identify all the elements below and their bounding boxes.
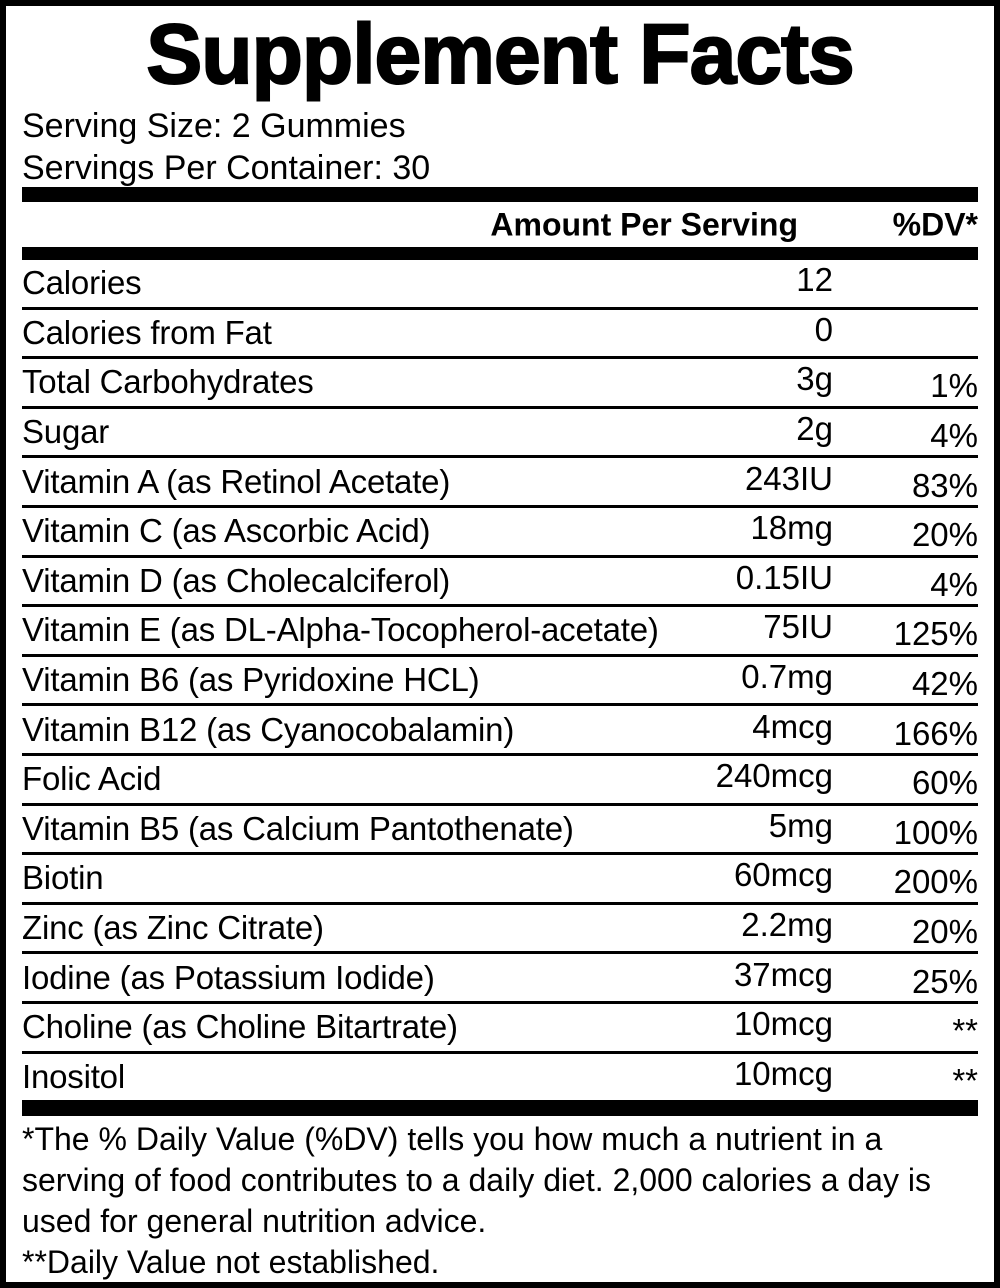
nutrient-amount: 0.15IU	[735, 558, 833, 596]
table-row: Calories from Fat 0	[22, 310, 978, 360]
column-header-dv: %DV*	[892, 206, 978, 242]
nutrient-name: Vitamin B12 (as Cyanocobalamin)	[22, 710, 515, 748]
table-row: Biotin 60mcg 200%	[22, 855, 978, 905]
separator-bar-header	[22, 247, 978, 260]
nutrient-name: Total Carbohydrates	[22, 363, 314, 401]
nutrient-dv: 100%	[893, 813, 978, 851]
nutrient-amount: 18mg	[750, 509, 833, 547]
table-row: Zinc (as Zinc Citrate) 2.2mg 20%	[22, 905, 978, 955]
table-row: Iodine (as Potassium Iodide) 37mcg 25%	[22, 954, 978, 1004]
nutrient-amount: 3g	[796, 360, 833, 398]
nutrient-name: Vitamin D (as Cholecalciferol)	[22, 561, 451, 599]
nutrient-dv: 125%	[893, 615, 978, 653]
table-row: Inositol 10mcg **	[22, 1054, 978, 1101]
table-row: Folic Acid 240mcg 60%	[22, 756, 978, 806]
nutrient-dv: 4%	[930, 417, 978, 455]
table-row: Vitamin E (as DL-Alpha-Tocopherol-acetat…	[22, 607, 978, 657]
table-row: Sugar 2g 4%	[22, 409, 978, 459]
footnotes: *The % Daily Value (%DV) tells you how m…	[22, 1116, 978, 1282]
table-row: Vitamin B6 (as Pyridoxine HCL) 0.7mg 42%	[22, 657, 978, 707]
column-header-row: Amount Per Serving %DV*	[22, 202, 978, 247]
nutrient-name: Vitamin E (as DL-Alpha-Tocopherol-acetat…	[22, 611, 659, 649]
nutrient-amount: 2g	[796, 410, 833, 448]
table-row: Vitamin A (as Retinol Acetate) 243IU 83%	[22, 458, 978, 508]
label-title: Supplement Facts	[145, 6, 855, 102]
nutrient-name: Calories from Fat	[22, 313, 272, 351]
nutrient-dv: 42%	[911, 665, 978, 703]
nutrient-dv: 166%	[893, 714, 978, 752]
nutrient-name: Biotin	[22, 859, 104, 897]
table-row: Total Carbohydrates 3g 1%	[22, 359, 978, 409]
nutrient-table: Calories 12 Calories from Fat 0 Total Ca…	[22, 260, 978, 1100]
nutrient-name: Vitamin B5 (as Calcium Pantothenate)	[22, 809, 574, 847]
nutrient-amount: 0.7mg	[741, 658, 833, 696]
table-row: Choline (as Choline Bitartrate) 10mcg **	[22, 1004, 978, 1054]
nutrient-dv: 83%	[911, 466, 978, 504]
nutrient-amount: 4mcg	[752, 707, 833, 745]
nutrient-dv: 20%	[911, 913, 978, 951]
nutrient-name: Vitamin C (as Ascorbic Acid)	[22, 512, 431, 550]
column-header-amount: Amount Per Serving	[490, 206, 798, 242]
nutrient-dv: **	[952, 1061, 978, 1099]
table-row: Vitamin B5 (as Calcium Pantothenate) 5mg…	[22, 806, 978, 856]
nutrient-amount: 10mcg	[733, 1054, 833, 1092]
table-row: Vitamin B12 (as Cyanocobalamin) 4mcg 166…	[22, 706, 978, 756]
table-row: Vitamin D (as Cholecalciferol) 0.15IU 4%	[22, 558, 978, 608]
table-row: Vitamin C (as Ascorbic Acid) 18mg 20%	[22, 508, 978, 558]
nutrient-name: Inositol	[22, 1057, 125, 1095]
separator-bar-bottom	[22, 1100, 978, 1116]
serving-size: Serving Size: 2 Gummies	[22, 107, 406, 145]
nutrient-amount: 5mg	[768, 806, 833, 844]
nutrient-amount: 10mcg	[733, 1005, 833, 1043]
serving-info: Serving Size: 2 Gummies Servings Per Con…	[22, 103, 978, 187]
nutrient-dv: 60%	[911, 764, 978, 802]
nutrient-amount: 60mcg	[733, 856, 833, 894]
nutrient-amount: 75IU	[763, 608, 833, 646]
nutrient-name: Zinc (as Zinc Citrate)	[22, 909, 324, 947]
nutrient-name: Iodine (as Potassium Iodide)	[22, 958, 435, 996]
nutrient-amount: 37mcg	[733, 955, 833, 993]
separator-bar-top	[22, 187, 978, 202]
nutrient-name: Vitamin B6 (as Pyridoxine HCL)	[22, 661, 480, 699]
nutrient-dv: 20%	[911, 516, 978, 554]
nutrient-dv: 200%	[893, 863, 978, 901]
nutrient-amount: 0	[814, 310, 833, 348]
servings-per-container: Servings Per Container: 30	[22, 149, 431, 187]
nutrient-amount: 240mcg	[715, 757, 833, 795]
nutrient-dv: 4%	[930, 565, 978, 603]
nutrient-amount: 12	[796, 261, 833, 299]
nutrient-dv: 25%	[911, 962, 978, 1000]
nutrient-name: Sugar	[22, 413, 110, 451]
nutrient-amount: 2.2mg	[741, 906, 833, 944]
nutrient-dv: **	[952, 1012, 978, 1050]
nutrient-name: Calories	[22, 264, 142, 302]
not-established-footnote: **Daily Value not established.	[22, 1244, 440, 1280]
nutrient-name: Vitamin A (as Retinol Acetate)	[22, 462, 451, 500]
nutrient-amount: 243IU	[744, 459, 833, 497]
nutrient-name: Folic Acid	[22, 760, 162, 798]
nutrient-name: Choline (as Choline Bitartrate)	[22, 1008, 458, 1046]
table-row: Calories 12	[22, 260, 978, 310]
dv-footnote: *The % Daily Value (%DV) tells you how m…	[22, 1121, 931, 1239]
nutrient-dv: 1%	[930, 367, 978, 405]
